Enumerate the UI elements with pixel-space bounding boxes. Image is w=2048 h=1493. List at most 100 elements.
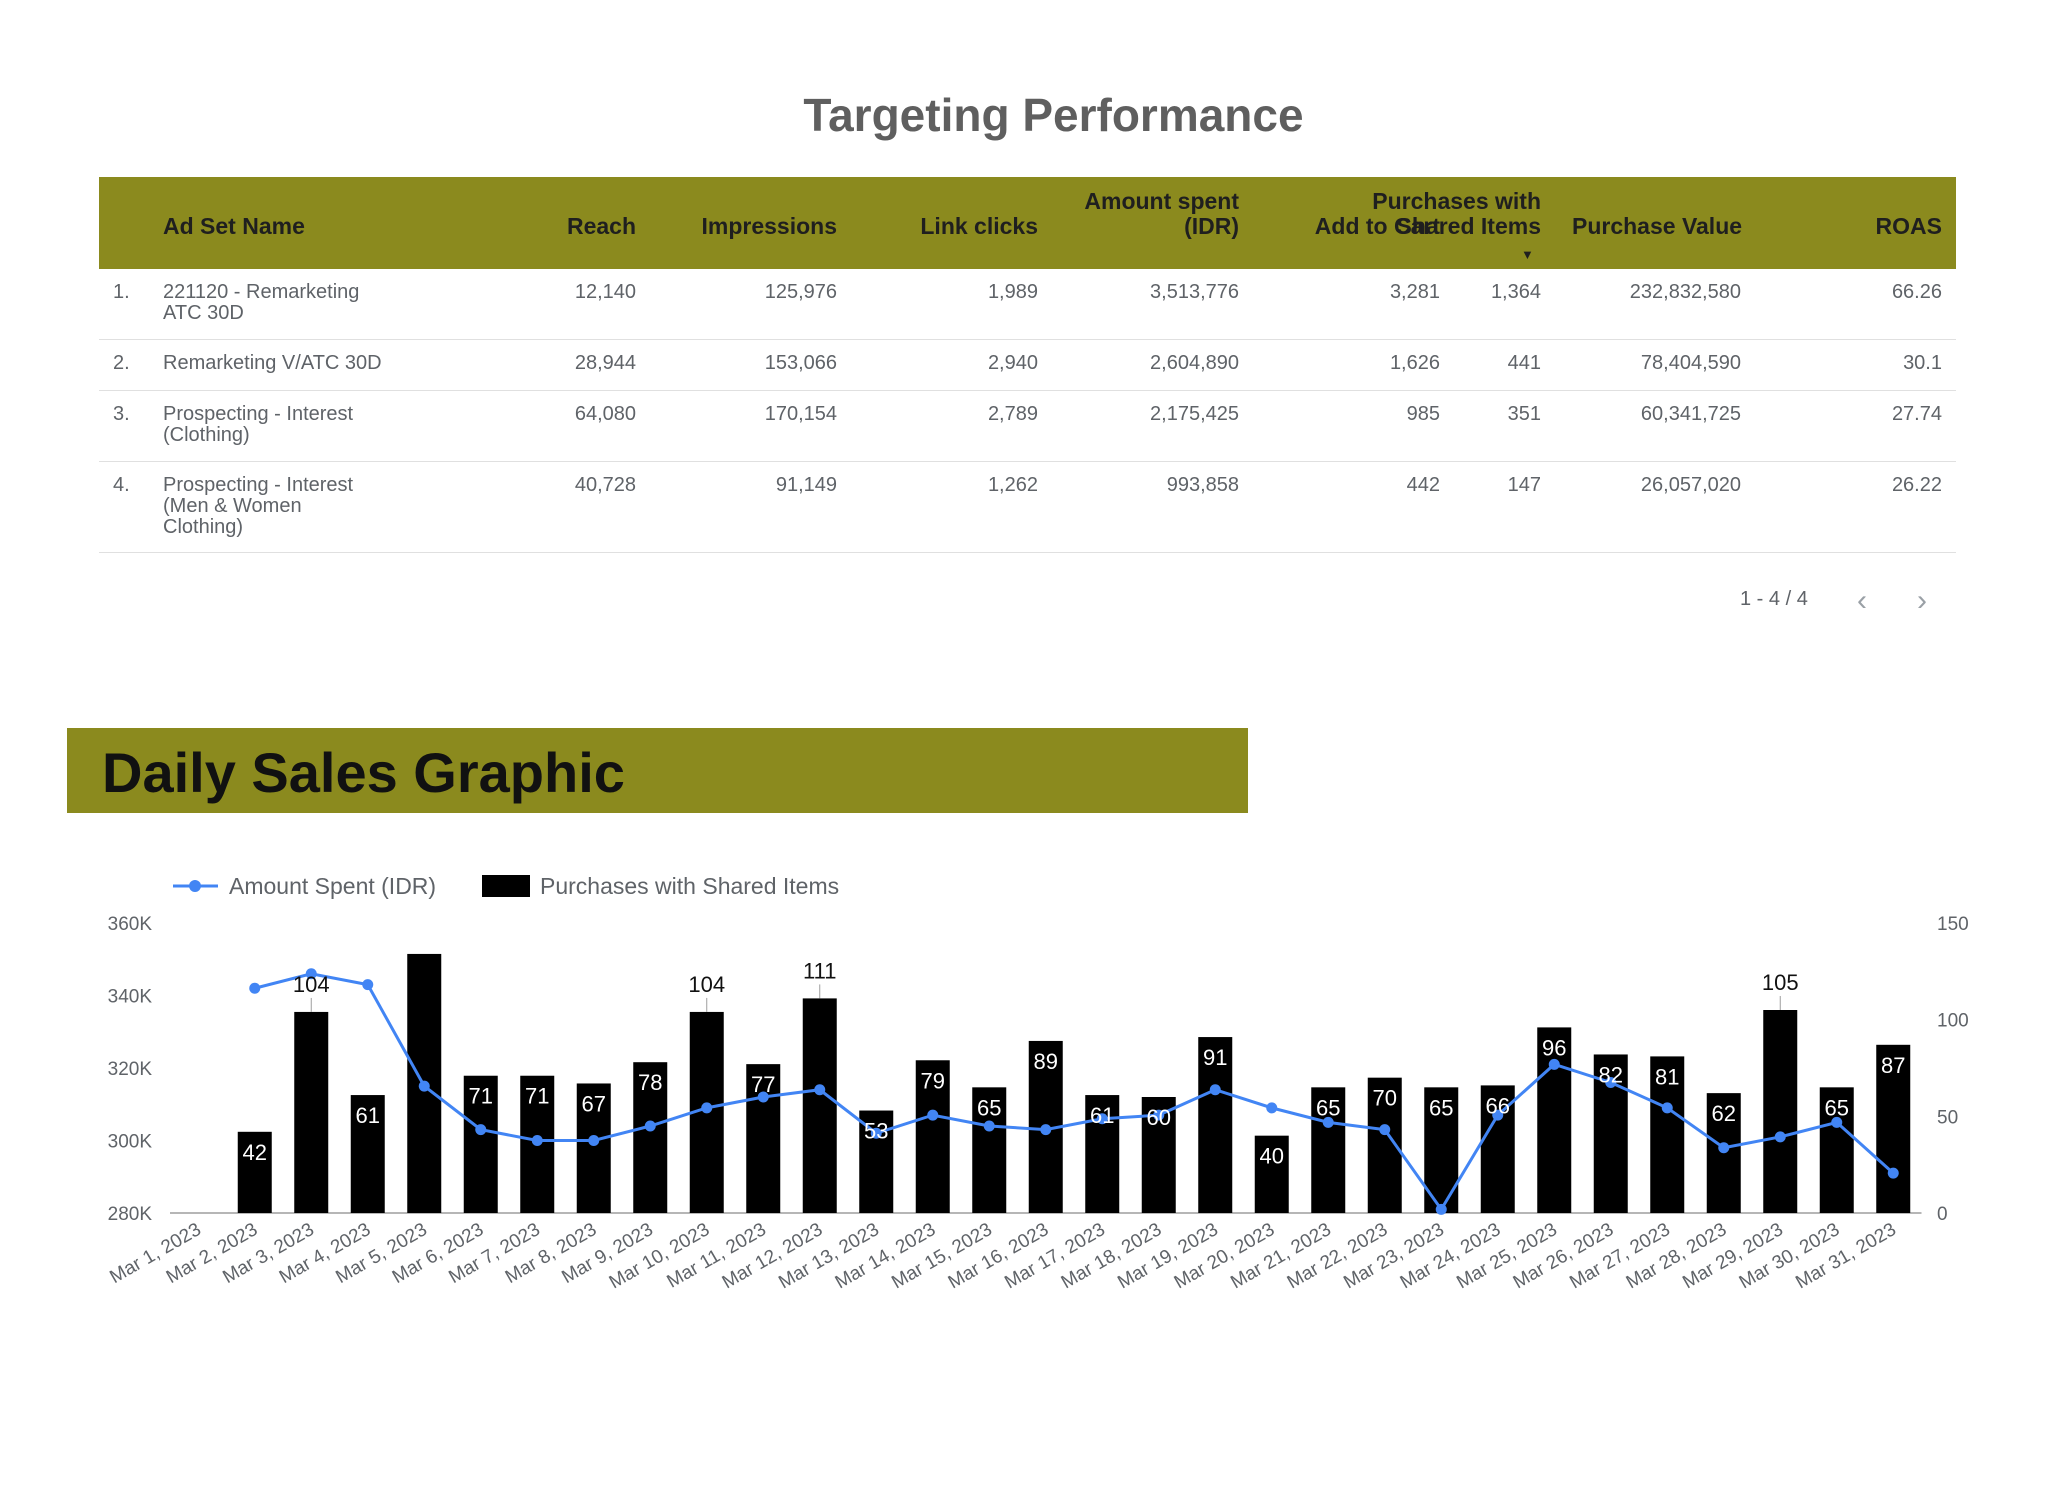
cell-ad-set-name-line: ATC 30D (163, 302, 244, 324)
line-point (644, 1120, 656, 1132)
cell-impressions: 91,149 (775, 474, 837, 496)
line-point (1492, 1109, 1504, 1121)
cell-roas: 27.74 (1891, 403, 1942, 425)
bar (1819, 1087, 1854, 1213)
cell-reach: 40,728 (574, 474, 636, 496)
bar (1650, 1056, 1685, 1213)
bar (1311, 1087, 1346, 1213)
line-point (1379, 1124, 1391, 1136)
column-header-purchase-value[interactable]: Purchase Value (1572, 213, 1743, 239)
line-point (870, 1127, 882, 1139)
cell-amount-spent: 2,604,890 (1150, 352, 1239, 374)
bar (350, 1095, 385, 1213)
bar-data-label: 91 (1203, 1045, 1227, 1070)
chevron-right-icon[interactable]: › (1917, 584, 1927, 617)
bar-data-label: 104 (688, 972, 725, 997)
cell-purchase-value: 26,057,020 (1640, 474, 1741, 496)
cell-purchases: 351 (1507, 403, 1541, 425)
bar-data-label: 65 (1429, 1095, 1453, 1120)
line-point (1209, 1084, 1221, 1096)
line-point (362, 979, 374, 991)
cell-purchase-value: 60,341,725 (1640, 403, 1741, 425)
cell-impressions: 153,066 (764, 352, 837, 374)
bar-data-label: 79 (921, 1068, 945, 1093)
table-row[interactable]: 3. Prospecting - Interest (Clothing) 64,080… (99, 391, 1956, 462)
column-header-amount-spent[interactable]: Amount spent (IDR) (1084, 189, 1239, 239)
line-point (701, 1102, 713, 1114)
column-header-purchases-line2: Shared Items (1396, 213, 1541, 239)
cell-ad-set-name-line: (Men & Women (163, 495, 302, 517)
bar-data-label: 77 (751, 1072, 775, 1097)
bar-data-label: 81 (1655, 1064, 1679, 1089)
column-header-link-clicks[interactable]: Link clicks (920, 213, 1038, 239)
bar (915, 1060, 950, 1213)
table-row[interactable]: 2. Remarketing V/ATC 30D 28,944 153,066 2,94… (99, 340, 1956, 391)
bar (746, 1064, 781, 1213)
y-left-tick-label: 280K (108, 1204, 153, 1225)
bar-data-label: 96 (1542, 1035, 1566, 1060)
cell-add-to-cart: 442 (1406, 474, 1440, 496)
pagination-label: 1 - 4 / 4 (1740, 588, 1808, 610)
table-row[interactable]: 1. 221120 - Remarketing ATC 30D 12,140 125,9… (99, 269, 1956, 340)
line-point (1266, 1102, 1278, 1114)
bar-data-label: 60 (1147, 1105, 1171, 1130)
bar (633, 1062, 668, 1213)
bar-data-label: 53 (864, 1119, 888, 1144)
daily-sales-chart: 280K 300K 320K 340K 360K 0 50 100 150 42 104 61 71 71… (106, 873, 1968, 1293)
cell-ad-set-name: Prospecting - Interest (Men & Women Clothi… (163, 475, 353, 538)
line-point (531, 1135, 543, 1146)
line-point (1096, 1113, 1108, 1125)
cell-purchases: 441 (1507, 352, 1541, 374)
legend-label-amount-spent: Amount Spent (IDR) (229, 873, 436, 899)
column-header-roas[interactable]: ROAS (1875, 213, 1942, 239)
column-header-add-to-cart[interactable]: Add to Cart (1314, 213, 1440, 239)
cell-ad-set-name-line: (Clothing) (163, 424, 250, 446)
bar (463, 1075, 498, 1213)
bar-data-label: 62 (1712, 1101, 1736, 1126)
bar (1198, 1037, 1233, 1213)
cell-ad-set-name: Prospecting - Interest (Clothing) (163, 404, 353, 446)
cell-add-to-cart: 1,626 (1389, 352, 1440, 374)
cell-amount-spent: 993,858 (1166, 474, 1239, 496)
table-row[interactable]: 4. Prospecting - Interest (Men & Women Clot… (99, 462, 1956, 553)
bar-data-label: 66 (1486, 1093, 1510, 1118)
column-header-amount-spent-line1: Amount spent (1084, 188, 1239, 214)
bar-data-label: 61 (1090, 1103, 1114, 1128)
column-header-purchases[interactable]: Purchases with Shared Items (1372, 189, 1541, 239)
cell-add-to-cart: 3,281 (1389, 281, 1440, 303)
cell-link-clicks: 2,789 (987, 403, 1038, 425)
line-point (418, 1080, 430, 1092)
column-header-reach[interactable]: Reach (566, 213, 636, 239)
line-point (1435, 1203, 1447, 1215)
row-index: 3. (113, 403, 130, 425)
cell-roas: 66.26 (1891, 281, 1942, 303)
line-point (814, 1084, 826, 1096)
line-dot-legend-icon-dot (189, 880, 201, 892)
cell-purchases: 147 (1507, 474, 1541, 496)
cell-add-to-cart: 985 (1406, 403, 1440, 425)
column-header-impressions[interactable]: Impressions (701, 213, 838, 239)
bar-data-label: 42 (243, 1140, 267, 1165)
bar (1763, 1010, 1798, 1213)
chevron-left-icon[interactable]: ‹ (1857, 584, 1867, 617)
cell-ad-set-name-line: Remarketing V/ATC 30D (163, 352, 382, 374)
row-index: 4. (113, 474, 130, 496)
y-left-tick-label: 340K (108, 987, 153, 1008)
cell-link-clicks: 1,989 (987, 281, 1038, 303)
bar-data-label: 65 (977, 1095, 1001, 1120)
y-right-tick-label: 50 (1937, 1107, 1958, 1128)
section-banner: Daily Sales Graphic (67, 728, 1248, 813)
cell-reach: 12,140 (574, 281, 636, 303)
line-point (1718, 1142, 1730, 1154)
bar (802, 998, 837, 1213)
cell-link-clicks: 2,940 (987, 352, 1038, 374)
cell-impressions: 170,154 (764, 403, 837, 425)
row-index: 2. (113, 352, 130, 374)
bar (972, 1087, 1007, 1213)
cell-reach: 28,944 (574, 352, 636, 374)
bar-data-label: 104 (293, 972, 330, 997)
column-header-ad-set-name[interactable]: Ad Set Name (163, 213, 305, 239)
caret-down-icon[interactable]: ▼ (1521, 247, 1534, 262)
cell-reach: 64,080 (574, 403, 636, 425)
cell-purchases: 1,364 (1490, 281, 1541, 303)
